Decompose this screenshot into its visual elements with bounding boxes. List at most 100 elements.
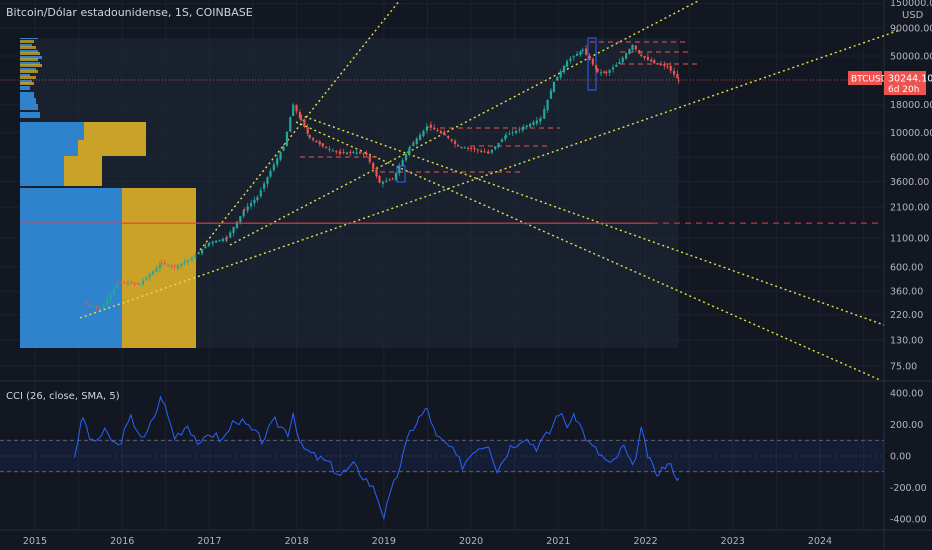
candle-body [242, 210, 245, 217]
candle-body [653, 60, 656, 64]
candle-body [289, 117, 292, 132]
price-badge: BTCUSD 30244.10 6d 20h [848, 71, 932, 95]
price-badge-value-bg [884, 71, 926, 95]
candle-body [562, 65, 566, 73]
candle-body [634, 45, 637, 50]
candle-body [504, 135, 507, 140]
volume-profile [20, 38, 196, 348]
price-tick-label: 6000.00 [890, 153, 929, 164]
candle-body [581, 49, 584, 51]
candle-body [106, 298, 109, 305]
candle-body [208, 242, 211, 244]
candle-body [229, 232, 232, 238]
candle-body [335, 150, 338, 152]
candle-body [398, 166, 401, 174]
candle-body [663, 64, 666, 66]
trendline [229, 0, 701, 246]
volume-profile-bar [20, 62, 40, 65]
candle-body [624, 53, 628, 59]
candle-body [483, 151, 486, 153]
candle-body [225, 237, 228, 239]
candle-body [508, 133, 511, 135]
candle-body [490, 149, 494, 153]
candle-body [628, 48, 631, 55]
candle-body [298, 112, 301, 118]
candle-body [218, 239, 221, 241]
price-tick-label: 360.00 [890, 287, 923, 298]
price-tick-label: 90000.00 [890, 24, 932, 35]
cci-line [73, 395, 680, 521]
candle-body [615, 64, 618, 67]
candle-body [572, 56, 575, 58]
volume-profile-bar [20, 156, 64, 186]
candle-body [656, 63, 659, 65]
price-axis[interactable]: 150000.00 90000.00 50000.00 18000.00 10000.0… [890, 0, 932, 373]
volume-profile-bar [20, 76, 36, 79]
candle-body [225, 238, 228, 241]
candle-body [355, 152, 358, 154]
candle-body [565, 61, 569, 68]
volume-profile-bar [20, 40, 34, 43]
candle-body [618, 62, 621, 64]
candle-body [243, 209, 246, 211]
candle-body [141, 280, 145, 285]
candle-body [487, 152, 490, 154]
time-tick-label: 2020 [459, 536, 483, 547]
candle-body [436, 130, 439, 132]
time-axis[interactable]: 2015 2016 2017 2018 2019 2020 2021 2022 2023 2024 [23, 536, 832, 547]
price-tick-label: 10000.00 [890, 128, 932, 139]
candle-body [511, 132, 514, 134]
candle-body [279, 152, 282, 160]
candle-body [123, 282, 126, 284]
candle-body [443, 134, 447, 136]
candle-body [378, 176, 381, 183]
candle-body [466, 147, 470, 149]
candle-body [646, 56, 650, 60]
candle-body [253, 199, 256, 204]
candle-body [532, 122, 535, 126]
volume-profile-bar [20, 50, 38, 53]
volume-profile-bar [20, 46, 36, 49]
candle-body [579, 51, 582, 55]
candle-body [160, 263, 163, 265]
candle-body [167, 265, 170, 267]
candle-body [443, 131, 446, 135]
trendline [295, 121, 881, 381]
candle-body [539, 118, 542, 122]
candle-body [408, 146, 412, 148]
candle-body [98, 306, 101, 309]
candle-body [576, 53, 579, 56]
candle-body [605, 72, 608, 74]
candle-body [345, 152, 349, 155]
candle-body [88, 304, 91, 306]
price-tick-label: 130.00 [890, 335, 923, 346]
candle-body [325, 147, 328, 149]
candle-body [116, 283, 119, 289]
price-tick-label: 18000.00 [890, 100, 932, 111]
candle-body [543, 109, 546, 119]
candle-body [453, 140, 457, 144]
candle-body [638, 50, 641, 54]
trendline [299, 114, 885, 326]
volume-profile-bar [20, 70, 38, 73]
candle-body [109, 293, 112, 300]
price-badge-value: 30244.10 [888, 74, 932, 85]
volume-profile-bar [84, 122, 146, 140]
volume-profile-bar [20, 188, 122, 348]
candle-body [463, 147, 466, 149]
candle-body [650, 59, 653, 62]
candle-body [394, 172, 398, 180]
currency-label: USD [902, 10, 924, 21]
candle-body [494, 146, 497, 150]
candle-body [180, 263, 183, 266]
candle-body [239, 216, 242, 223]
volume-profile-bar [20, 92, 34, 98]
candle-body [362, 153, 365, 155]
candle-body [365, 152, 368, 155]
volume-profile-bar [20, 98, 36, 104]
cci-axis[interactable]: 400.00 200.00 0.00 -200.00 -400.00 [890, 389, 927, 526]
candle-body [375, 168, 378, 177]
candle-body [328, 148, 331, 150]
candle-body [476, 149, 479, 151]
